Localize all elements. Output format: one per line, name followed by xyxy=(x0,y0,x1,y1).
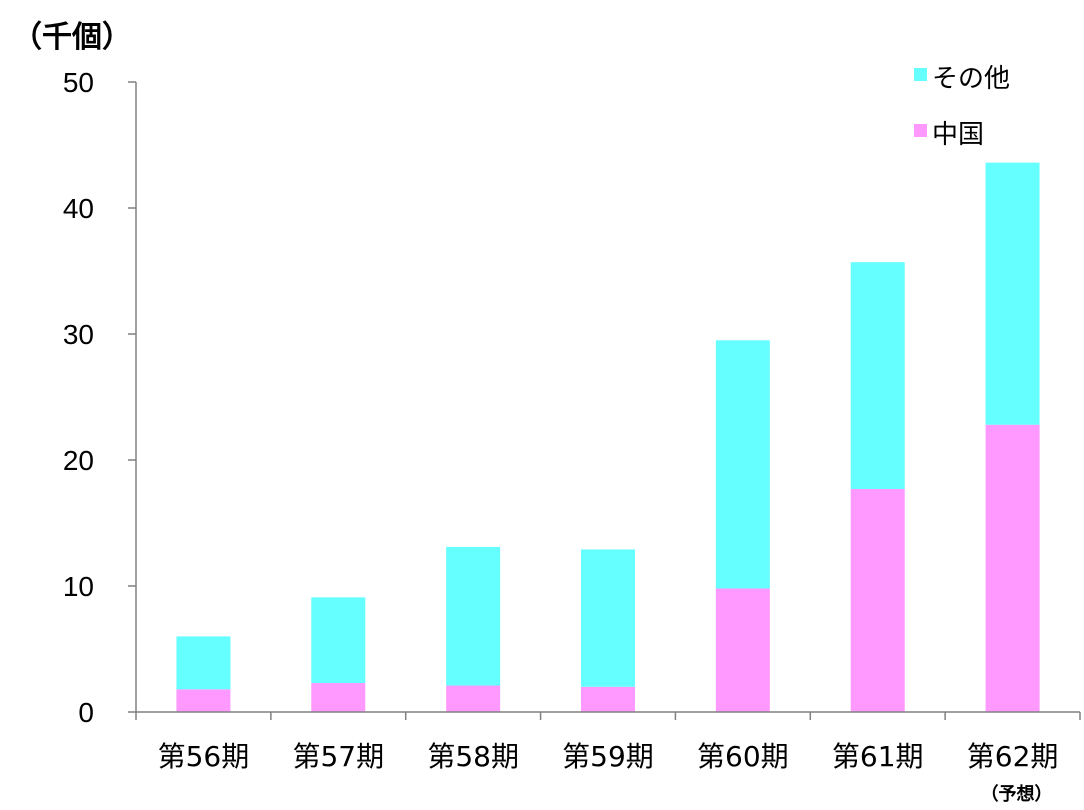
x-tick-label: 第60期 xyxy=(697,740,789,773)
bar-segment xyxy=(850,262,905,489)
y-tick-label: 30 xyxy=(63,319,94,350)
y-tick-label: 40 xyxy=(63,193,94,224)
legend-swatch xyxy=(914,68,927,81)
bar-segment xyxy=(176,636,231,690)
bar-segment xyxy=(581,549,635,687)
bar-segment xyxy=(311,683,366,712)
y-axis-unit-label: （千個） xyxy=(12,20,132,55)
legend-label: 中国 xyxy=(932,120,984,150)
y-tick-label: 0 xyxy=(78,697,94,728)
x-tick-label: 第59期 xyxy=(562,740,654,773)
x-tick-label: 第57期 xyxy=(292,740,384,773)
axes-layer: 0 10 20 30 40 50 第56期 第57期 第58期 第59期 第60期 第61期 第62期 （… xyxy=(63,67,1081,805)
bar-segment xyxy=(715,588,770,712)
bar-segment xyxy=(985,162,1040,425)
legend-swatch xyxy=(914,124,927,137)
bar-segment xyxy=(176,689,231,712)
legend-label: その他 xyxy=(932,64,1010,94)
x-tick-label: 第61期 xyxy=(832,740,924,773)
x-tick-label: 第58期 xyxy=(427,740,519,773)
y-tick-label: 50 xyxy=(63,67,94,98)
bar-segment xyxy=(446,685,501,712)
bar-segment xyxy=(715,340,770,589)
x-tick-label: 第62期 xyxy=(967,740,1059,773)
y-tick-label: 10 xyxy=(63,571,94,602)
bar-segment xyxy=(985,424,1040,712)
bar-segment xyxy=(850,488,905,712)
bar-segment xyxy=(311,597,366,684)
y-tick-label: 20 xyxy=(63,445,94,476)
x-tick-label: 第56期 xyxy=(158,740,250,773)
bar-segment xyxy=(446,546,501,686)
bar-segment xyxy=(581,686,635,712)
x-tick-note: （予想） xyxy=(981,783,1053,805)
bars-layer xyxy=(176,162,1040,712)
